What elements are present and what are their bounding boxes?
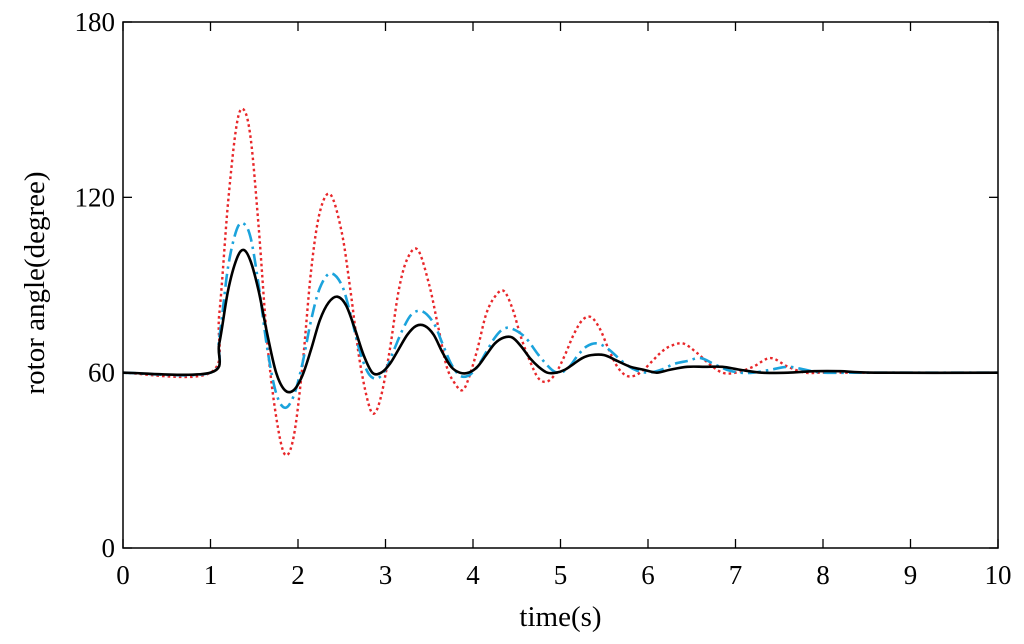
series-line-dash-dot (122, 221, 998, 410)
x-tick-label: 1 (204, 560, 218, 590)
series-line-solid (122, 248, 999, 394)
series-layer (122, 107, 999, 457)
plot-frame (122, 21, 999, 549)
tick-layer: 0 1 2 3 4 5 6 7 8 9 10 0 60 120 180 (75, 7, 1012, 590)
y-tick-label: 60 (88, 358, 115, 388)
x-tick-label: 6 (641, 560, 655, 590)
x-tick-label: 10 (985, 560, 1012, 590)
x-tick-label: 4 (466, 560, 480, 590)
x-tick-label: 2 (291, 560, 305, 590)
x-tick-label: 7 (729, 560, 743, 590)
x-axis-label: time(s) (519, 601, 601, 633)
y-tick-label: 180 (75, 7, 116, 37)
y-tick-label: 120 (75, 182, 116, 212)
series-line-dotted (122, 107, 998, 457)
x-tick-label: 0 (116, 560, 130, 590)
y-axis-label: rotor angle(degree) (19, 171, 51, 394)
x-tick-label: 8 (816, 560, 830, 590)
x-tick-label: 3 (379, 560, 393, 590)
y-tick-label: 0 (102, 533, 116, 563)
x-tick-label: 5 (554, 560, 568, 590)
x-tick-label: 9 (904, 560, 918, 590)
